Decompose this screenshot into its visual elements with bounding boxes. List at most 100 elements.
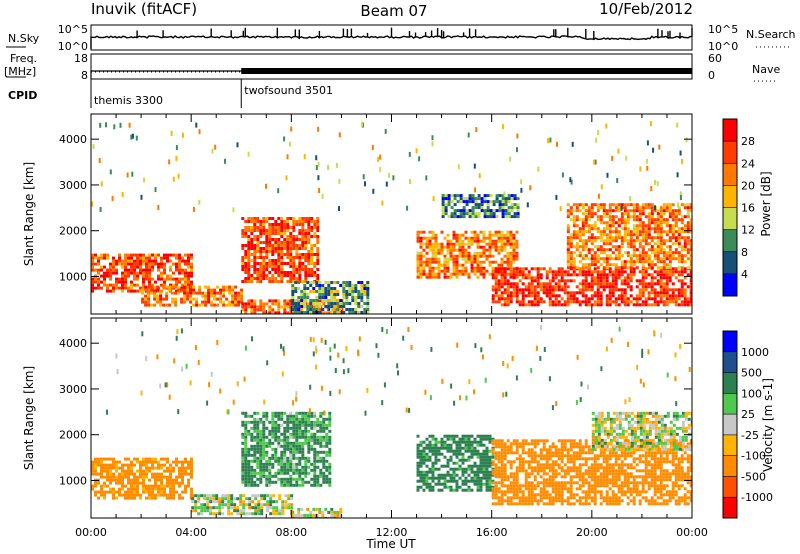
heatmap-cell: [319, 438, 323, 442]
heatmap-cell: [189, 294, 193, 298]
heatmap-cell: [259, 471, 263, 475]
heatmap-cell: [470, 452, 474, 456]
heatmap-cell: [500, 448, 504, 452]
heatmap-cell: [437, 269, 441, 273]
heatmap-cell: [328, 465, 332, 469]
heatmap-cell: [509, 487, 513, 491]
heatmap-cell: [506, 291, 510, 295]
nsky-trace: [90, 27, 693, 49]
heatmap-cell: [336, 281, 340, 284]
heatmap-cell: [644, 203, 648, 207]
heatmap-cell: [491, 233, 495, 237]
heatmap-cell: [476, 488, 480, 492]
heatmap-cell: [277, 268, 281, 271]
heatmap-cell: [301, 465, 305, 469]
heatmap-cell: [187, 277, 190, 281]
heatmap-cell: [629, 266, 633, 270]
heatmap-cell: [422, 248, 426, 252]
heatmap-cell: [283, 302, 287, 306]
heatmap-cell: [686, 303, 690, 307]
heatmap-cell: [494, 291, 498, 295]
heatmap-cell: [446, 473, 450, 477]
heatmap-cell: [419, 254, 423, 258]
heatmap-cell: [148, 256, 151, 260]
heatmap-cell: [169, 472, 172, 476]
heatmap-cell: [292, 465, 296, 469]
heatmap-cell: [542, 267, 546, 271]
heatmap-cell: [572, 215, 576, 219]
heatmap-cell: [653, 276, 657, 280]
heatmap-cell: [476, 236, 480, 240]
heatmap-cell: [473, 236, 477, 240]
heatmap-cell: [491, 467, 495, 471]
heatmap-cell: [689, 294, 692, 298]
heatmap-cell: [599, 236, 603, 240]
heatmap-cell: [241, 262, 245, 265]
heatmap-cell: [253, 429, 257, 433]
heatmap-cell: [266, 506, 270, 510]
heatmap-cell: [139, 496, 142, 500]
heatmap-cell: [283, 429, 287, 433]
heatmap-cell: [662, 276, 666, 280]
heatmap-cell: [241, 453, 245, 457]
heatmap-cell: [659, 221, 663, 225]
heatmap-cell: [500, 233, 504, 237]
heatmap-cell: [503, 463, 507, 467]
heatmap-cell: [322, 474, 326, 478]
heatmap-cell: [662, 263, 666, 267]
heatmap-cell: [629, 196, 632, 202]
heatmap-cell: [504, 200, 508, 204]
heatmap-cell: [162, 303, 166, 307]
heatmap-cell: [281, 509, 285, 513]
heatmap-cell: [608, 263, 612, 267]
heatmap-cell: [127, 286, 130, 290]
heatmap-cell: [686, 206, 690, 210]
heatmap-cell: [530, 294, 534, 298]
heatmap-cell: [112, 286, 115, 290]
heatmap-cell: [467, 473, 471, 477]
heatmap-cell: [482, 470, 486, 474]
heatmap-cell: [521, 270, 525, 274]
heatmap-cell: [507, 194, 511, 198]
heatmap-cell: [241, 235, 245, 238]
heatmap-cell: [446, 266, 450, 270]
heatmap-cell: [584, 209, 588, 213]
heatmap-cell: [301, 432, 305, 436]
heatmap-cell: [124, 265, 127, 269]
heatmap-cell: [644, 230, 648, 234]
heatmap-cell: [244, 441, 248, 445]
heatmap-cell: [322, 420, 326, 424]
heatmap-cell: [659, 227, 663, 231]
heatmap-cell: [256, 241, 260, 244]
heatmap-cell: [608, 282, 612, 286]
heatmap-cell: [477, 212, 481, 216]
heatmap-cell: [626, 221, 630, 225]
heatmap-cell: [109, 472, 112, 476]
heatmap-cell: [127, 466, 130, 470]
heatmap-cell: [477, 203, 481, 207]
heatmap-cell: [307, 268, 311, 271]
heatmap-cell: [650, 291, 654, 295]
heatmap-cell: [265, 265, 269, 268]
heatmap-cell: [151, 253, 154, 257]
heatmap-cell: [131, 133, 134, 139]
heatmap-cell: [614, 257, 618, 261]
heatmap-cell: [632, 206, 636, 210]
heatmap-cell: [366, 287, 370, 290]
heatmap-cell: [509, 257, 513, 261]
heatmap-cell: [506, 460, 510, 464]
heatmap-cell: [569, 263, 573, 267]
heatmap-cell: [265, 411, 269, 415]
heatmap-cell: [503, 248, 507, 252]
heatmap-cell: [504, 215, 508, 219]
heatmap-cell: [539, 276, 543, 280]
heatmap-cell: [339, 305, 343, 308]
heatmap-cell: [425, 175, 428, 181]
heatmap-cell: [629, 215, 633, 219]
heatmap-cell: [337, 311, 341, 314]
heatmap-cell: [230, 497, 234, 501]
heatmap-cell: [221, 512, 225, 516]
heatmap-cell: [312, 507, 316, 511]
heatmap-cell: [431, 443, 435, 447]
heatmap-cell: [91, 268, 94, 272]
